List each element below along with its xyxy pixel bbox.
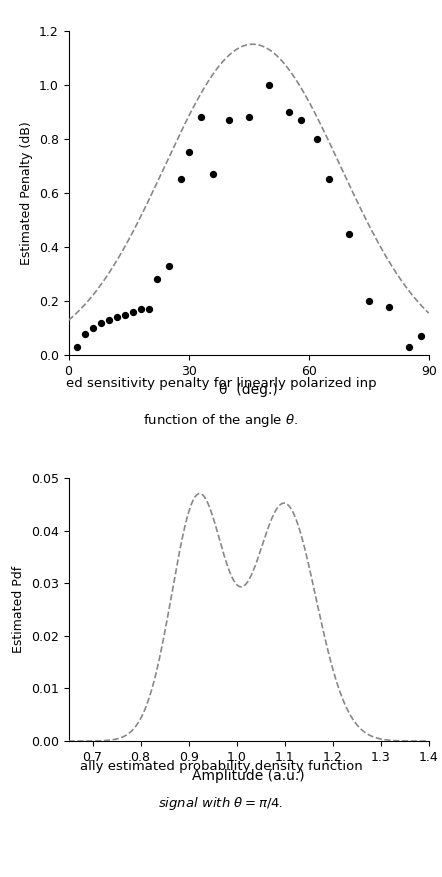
Point (129, 305, 136, 319)
Point (365, 294, 372, 308)
Point (225, 113, 232, 127)
Point (165, 259, 172, 273)
Point (405, 340, 412, 354)
X-axis label: Amplitude (a.u.): Amplitude (a.u.) (192, 769, 305, 783)
Text: ed sensitivity penalty for linearly polarized inp: ed sensitivity penalty for linearly pola… (66, 377, 376, 390)
Point (145, 303, 152, 317)
Point (105, 313, 112, 327)
Point (97, 316, 104, 330)
Point (185, 146, 192, 160)
Text: function of the angle $\theta$.: function of the angle $\theta$. (144, 412, 298, 429)
Point (137, 303, 144, 317)
Point (113, 310, 120, 324)
Point (81, 326, 88, 340)
X-axis label: θ  (deg.): θ (deg.) (219, 383, 278, 397)
Point (385, 300, 392, 314)
Point (313, 132, 320, 146)
Point (197, 111, 204, 125)
Point (73, 340, 80, 354)
Point (265, 78, 272, 92)
Point (297, 113, 304, 127)
Text: signal with $\theta=\pi/4$.: signal with $\theta=\pi/4$. (158, 795, 284, 812)
Y-axis label: Estimated Penalty (dB): Estimated Penalty (dB) (20, 121, 33, 265)
Point (89, 321, 96, 335)
Point (417, 329, 424, 343)
Y-axis label: Estimated Pdf: Estimated Pdf (12, 566, 25, 653)
Point (153, 273, 160, 287)
Point (177, 173, 184, 187)
Text: ally estimated probability density function: ally estimated probability density funct… (80, 760, 362, 774)
Point (325, 173, 332, 187)
Point (209, 167, 216, 181)
Point (245, 111, 252, 125)
Point (285, 104, 292, 118)
Point (121, 308, 128, 322)
Point (345, 226, 352, 240)
